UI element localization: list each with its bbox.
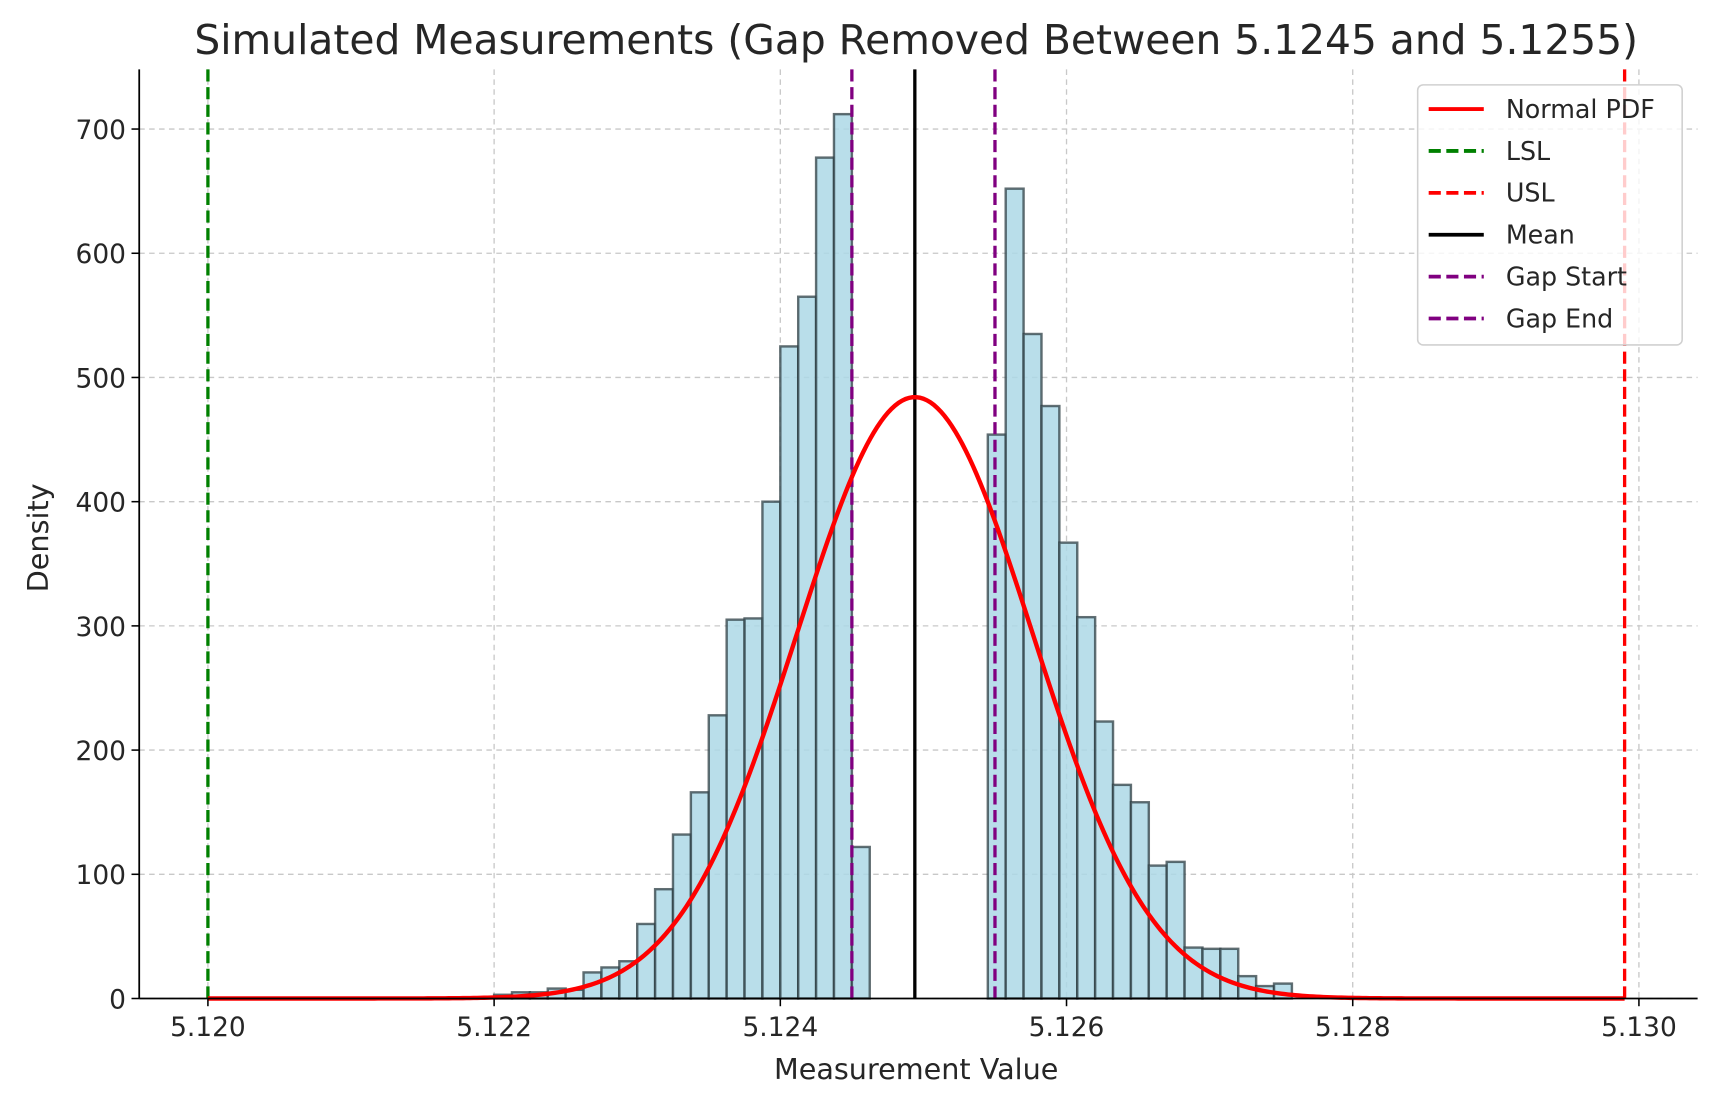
legend: Normal PDF LSL USL Mean Gap Start Gap End xyxy=(1416,84,1683,346)
histogram-bar xyxy=(832,112,854,1000)
legend-label: USL xyxy=(1506,178,1555,208)
histogram-bar xyxy=(1093,720,1115,1000)
chart-title: Simulated Measurements (Gap Removed Betw… xyxy=(194,16,1638,64)
x-axis-label: Measurement Value xyxy=(774,1052,1058,1086)
y-tick-label: 200 xyxy=(76,736,126,767)
legend-label: Mean xyxy=(1506,220,1575,250)
y-tick-label: 400 xyxy=(76,488,126,519)
histogram-bar xyxy=(743,617,764,1000)
x-tick-label: 5.122 xyxy=(456,1012,532,1043)
histogram-bars xyxy=(492,112,1294,1000)
y-tick-label: 0 xyxy=(109,984,126,1015)
histogram-bar xyxy=(850,845,871,1000)
x-tick-label: 5.128 xyxy=(1315,1012,1391,1043)
y-tick-label: 300 xyxy=(76,612,126,643)
legend-label: LSL xyxy=(1506,136,1550,166)
histogram-bar xyxy=(761,500,782,1000)
histogram-bar xyxy=(986,433,1007,1000)
histogram-bar xyxy=(707,714,728,1000)
histogram-bar xyxy=(1111,783,1133,1000)
histogram-bar xyxy=(1219,947,1240,1000)
histogram-bar xyxy=(1022,332,1043,1000)
x-tick-label: 5.130 xyxy=(1601,1012,1677,1043)
y-tick-label: 600 xyxy=(76,239,126,270)
y-tick-label: 700 xyxy=(76,115,126,146)
histogram-bar xyxy=(1165,860,1186,1000)
ticks: 5.120 5.122 5.124 5.126 5.128 5.130 0 100 200 300… xyxy=(76,115,1677,1043)
histogram-bar xyxy=(796,295,818,1000)
y-axis-label: Density xyxy=(21,483,55,592)
histogram-bar xyxy=(1058,541,1079,1000)
x-tick-label: 5.124 xyxy=(742,1012,818,1043)
legend-label: Gap Start xyxy=(1506,261,1627,291)
axes xyxy=(138,69,1698,1000)
x-tick-label: 5.126 xyxy=(1029,1012,1105,1043)
legend-label: Normal PDF xyxy=(1506,94,1655,124)
y-tick-label: 500 xyxy=(76,363,126,394)
histogram-bar xyxy=(814,156,836,1000)
legend-label: Gap End xyxy=(1506,303,1613,333)
y-tick-label: 100 xyxy=(76,860,126,891)
reference-lines xyxy=(206,69,1627,999)
x-tick-label: 5.120 xyxy=(170,1012,246,1043)
